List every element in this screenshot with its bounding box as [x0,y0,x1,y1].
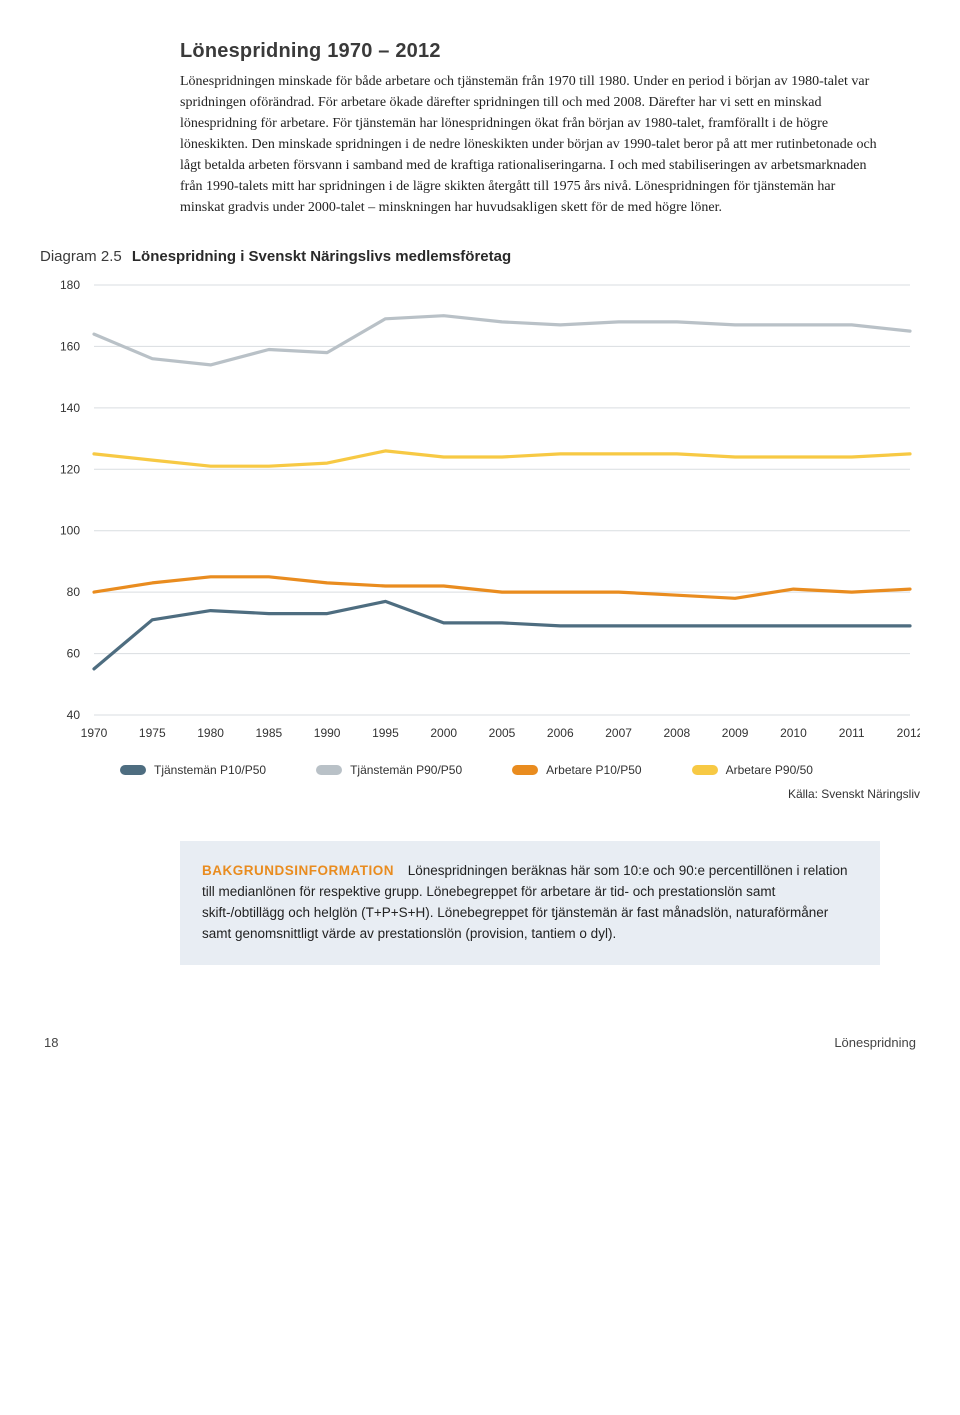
series-line [94,577,910,599]
info-box-label: BAKGRUNDSINFORMATION [202,863,394,878]
y-axis-label: 180 [60,278,80,292]
info-box: BAKGRUNDSINFORMATION Lönespridningen ber… [180,841,880,965]
y-axis-label: 160 [60,339,80,353]
section-title: Lönespridning 1970 – 2012 [180,40,880,63]
x-axis-label: 1990 [314,726,341,740]
chart-source: Källa: Svenskt Näringsliv [40,787,920,801]
legend-label: Arbetare P10/P50 [546,763,641,777]
y-axis-label: 60 [67,647,81,661]
y-axis-label: 80 [67,585,81,599]
y-axis-label: 40 [67,708,81,722]
x-axis-label: 2008 [664,726,691,740]
x-axis-label: 2009 [722,726,749,740]
x-axis-label: 1980 [197,726,224,740]
x-axis-label: 2007 [605,726,632,740]
series-line [94,451,910,466]
chart-caption: Diagram 2.5 Lönespridning i Svenskt Näri… [40,248,920,265]
x-axis-label: 2010 [780,726,807,740]
x-axis-label: 1995 [372,726,399,740]
legend-item: Tjänstemän P10/P50 [120,763,266,777]
legend-label: Tjänstemän P10/P50 [154,763,266,777]
legend-swatch [692,765,718,775]
x-axis-label: 2012 [897,726,920,740]
x-axis-label: 1985 [256,726,283,740]
intro-body: Lönespridningen minskade för både arbeta… [180,71,880,218]
chart-caption-title: Lönespridning i Svenskt Näringslivs medl… [132,248,511,265]
intro-block: Lönespridning 1970 – 2012 Lönespridninge… [180,40,880,218]
series-line [94,601,910,669]
page-section: Lönespridning [834,1035,916,1050]
x-axis-label: 1970 [81,726,108,740]
page-footer: 18 Lönespridning [40,1035,920,1050]
chart-caption-prefix: Diagram 2.5 [40,248,122,265]
x-axis-label: 1975 [139,726,166,740]
chart-container: 40 60 80 100 120 140 160 180 1970 1975 1980 1985 199… [40,275,920,755]
line-chart: 40 60 80 100 120 140 160 180 1970 1975 1980 1985 199… [40,275,920,755]
legend-swatch [512,765,538,775]
legend-label: Tjänstemän P90/P50 [350,763,462,777]
legend-swatch [316,765,342,775]
legend-item: Tjänstemän P90/P50 [316,763,462,777]
y-axis-label: 140 [60,401,80,415]
y-axis-label: 120 [60,462,80,476]
x-axis-label: 2000 [430,726,457,740]
x-axis-label: 2005 [489,726,516,740]
chart-legend: Tjänstemän P10/P50 Tjänstemän P90/P50 Arbe… [120,763,920,777]
legend-label: Arbetare P90/50 [726,763,813,777]
y-axis-label: 100 [60,524,80,538]
series-line [94,316,910,365]
legend-swatch [120,765,146,775]
x-axis-label: 2011 [839,726,865,740]
legend-item: Arbetare P90/50 [692,763,813,777]
legend-item: Arbetare P10/P50 [512,763,641,777]
x-axis-label: 2006 [547,726,574,740]
page-number: 18 [44,1035,58,1050]
